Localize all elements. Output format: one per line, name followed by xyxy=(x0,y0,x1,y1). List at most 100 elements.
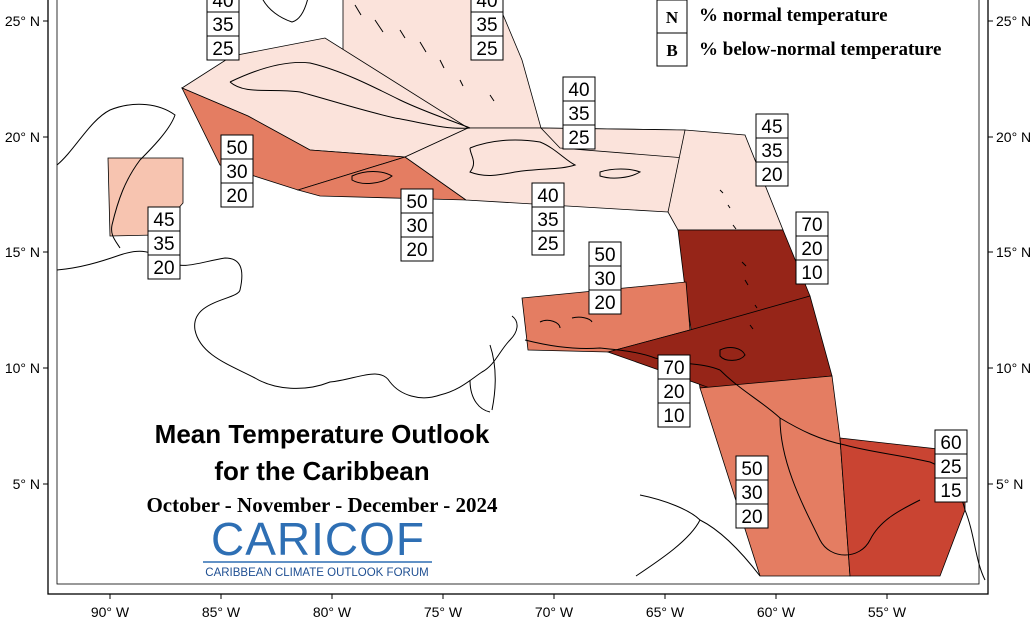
region-label-above: 40 xyxy=(212,0,233,12)
region-label-normal: 35 xyxy=(212,15,233,36)
region-label-above: 50 xyxy=(594,245,615,266)
x-axis-ticks: 90° W 85° W 80° W 75° W 70° W 65° W 60° W 55° W xyxy=(91,594,907,620)
region-label-box xyxy=(795,211,829,237)
coast-florida xyxy=(262,0,308,23)
region-label-normal: 35 xyxy=(476,15,497,36)
region-label-below: 10 xyxy=(663,406,684,427)
region-label-box xyxy=(795,259,829,285)
region-label-box xyxy=(220,158,254,184)
region-label-below: 20 xyxy=(406,240,427,261)
forecast-period: October - November - December - 2024 xyxy=(146,493,498,517)
region-label-box xyxy=(400,212,434,238)
region-label-box xyxy=(735,479,769,505)
region-label-above: 60 xyxy=(940,433,961,454)
region-label-normal: 30 xyxy=(741,483,762,504)
legend-text-b: % below-normal temperature xyxy=(699,39,941,60)
legend-box-b xyxy=(656,32,688,67)
region-label-above: 50 xyxy=(406,192,427,213)
region-label-box xyxy=(147,230,181,256)
region-label-below: 10 xyxy=(801,263,822,284)
region-label-box xyxy=(934,429,968,455)
coast-lesser-antilles xyxy=(719,189,758,330)
legend-code-n: N xyxy=(666,8,679,27)
region-label-normal: 35 xyxy=(537,210,558,231)
region-label-box xyxy=(755,161,789,187)
region-label-box xyxy=(735,455,769,481)
y-tick-label-left: 5° N xyxy=(13,476,40,492)
coast-hispaniola xyxy=(469,139,577,176)
region-label-below: 25 xyxy=(476,39,497,60)
logo-wordmark: CARICOF xyxy=(211,513,425,565)
region-label-below: 25 xyxy=(212,39,233,60)
x-tick-label: 90° W xyxy=(91,604,130,620)
region-labels: 40 35 25 40 35 25 50 30 20 45 35 20 50 30 20 40 35 25 40 35… xyxy=(147,0,968,529)
region-label-normal: 30 xyxy=(226,162,247,183)
region-label-normal: 35 xyxy=(568,104,589,125)
region-label-below: 20 xyxy=(761,165,782,186)
region-label-box xyxy=(531,230,565,256)
region-label-below: 20 xyxy=(594,293,615,314)
map-title-line2: for the Caribbean xyxy=(214,456,429,486)
y-tick-label-right: 10° N xyxy=(996,360,1031,376)
region-label-box xyxy=(531,206,565,232)
region-label-above: 50 xyxy=(226,138,247,159)
caricof-logo: CARICOF CARIBBEAN CLIMATE OUTLOOK FORUM xyxy=(203,513,432,579)
region-label-box xyxy=(755,113,789,139)
region-label-box xyxy=(400,236,434,262)
region-label-box xyxy=(735,503,769,529)
map-title-line1: Mean Temperature Outlook xyxy=(155,419,490,449)
region-label-box xyxy=(531,182,565,208)
coast-central-america xyxy=(56,250,518,399)
coast-venezuela xyxy=(524,339,721,371)
y-tick-label-right: 20° N xyxy=(996,129,1031,145)
x-tick-label: 75° W xyxy=(424,604,463,620)
region-label-box xyxy=(220,134,254,160)
region-label-box xyxy=(588,265,622,291)
region-label-normal: 35 xyxy=(761,141,782,162)
region-label-above: 45 xyxy=(761,117,782,138)
region-label-normal: 20 xyxy=(663,382,684,403)
region-label-above: 40 xyxy=(476,0,497,12)
coast-abc xyxy=(539,316,593,329)
region-label-below: 20 xyxy=(226,186,247,207)
y-axis-ticks: 25° N 25° N 20° N 20° N 15° N 15° N 10° N 10° N… xyxy=(5,13,1031,492)
coast-trinidad xyxy=(719,347,746,361)
legend-code-b: B xyxy=(666,41,677,60)
region-label-below: 20 xyxy=(153,258,174,279)
logo-tagline: CARIBBEAN CLIMATE OUTLOOK FORUM xyxy=(205,567,428,579)
map-outer-frame xyxy=(47,0,989,595)
region-label-normal: 30 xyxy=(406,216,427,237)
region-label-below: 25 xyxy=(568,128,589,149)
x-tick-label: 80° W xyxy=(313,604,352,620)
x-tick-label: 65° W xyxy=(646,604,685,620)
region-label-above: 50 xyxy=(741,459,762,480)
region-label-above: 40 xyxy=(537,186,558,207)
region-label-above: 45 xyxy=(153,210,174,231)
region-guyana xyxy=(699,375,851,577)
region-label-above: 70 xyxy=(663,358,684,379)
region-label-normal: 20 xyxy=(801,239,822,260)
y-tick-label-left: 20° N xyxy=(5,129,40,145)
x-tick-label: 60° W xyxy=(757,604,796,620)
x-tick-label: 70° W xyxy=(535,604,574,620)
y-tick-label-right: 25° N xyxy=(996,13,1031,29)
map-inner-frame xyxy=(56,0,980,585)
coast-brazil-north xyxy=(964,509,986,581)
region-label-box xyxy=(562,76,596,102)
legend: N % normal temperature B % below-normal … xyxy=(656,0,941,67)
region-label-box xyxy=(562,124,596,150)
region-label-below: 15 xyxy=(940,481,961,502)
coast-colombia xyxy=(469,344,496,413)
y-tick-label-left: 15° N xyxy=(5,244,40,260)
region-label-box xyxy=(934,477,968,503)
y-tick-label-left: 25° N xyxy=(5,13,40,29)
region-label-box xyxy=(470,35,504,61)
region-label-below: 25 xyxy=(537,234,558,255)
coast-yucatan xyxy=(56,103,176,249)
coast-cuba xyxy=(229,61,471,129)
region-label-box xyxy=(588,289,622,315)
coast-jamaica xyxy=(351,171,393,184)
y-tick-label-right: 15° N xyxy=(996,244,1031,260)
region-label-above: 70 xyxy=(801,215,822,236)
